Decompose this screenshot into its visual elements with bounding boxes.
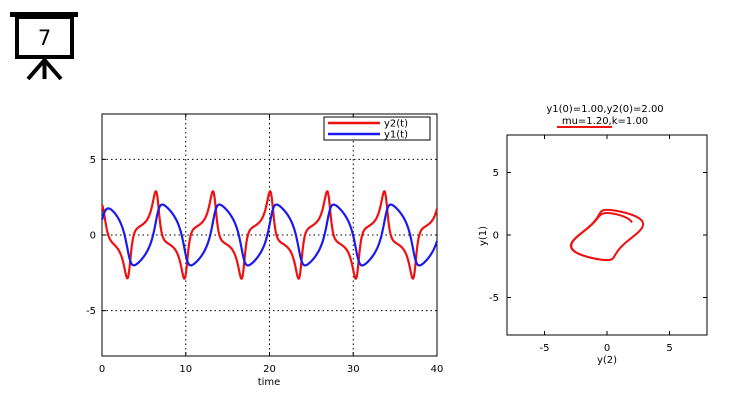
phase-xtick-label-5: 5 [666, 343, 672, 354]
phase-ytick-label-0: 0 [493, 231, 499, 242]
phase-xtick-label-0: 0 [604, 343, 610, 354]
phase-trajectory [569, 208, 645, 262]
ts-ytick-label-5: 5 [90, 155, 96, 166]
ts-xtick-label-30: 30 [347, 364, 360, 375]
phase-ytick-label-5: 5 [493, 168, 499, 179]
ts-ticks: 0 10 20 30 40 -5 0 5 [86, 114, 443, 375]
phase-subtitle: mu=1.20,k=1.00 [562, 116, 648, 127]
badge-number: 7 [38, 26, 51, 50]
ts-legend-box [323, 116, 431, 141]
ts-ytick-label--5: -5 [86, 306, 96, 317]
ts-x-axis-label: time [258, 377, 281, 388]
phase-series [569, 208, 645, 262]
ts-xtick-label-10: 10 [179, 364, 192, 375]
phase-title: y1(0)=1.00,y2(0)=2.00 [546, 104, 663, 115]
time-series-chart: 0 10 20 30 40 -5 0 5 y2(t) y1(t) time [86, 113, 443, 388]
series-line-y1 [100, 203, 439, 267]
presentation-board-icon: 7 [10, 12, 78, 81]
phase-plot-frame [506, 134, 708, 336]
phase-portrait-chart: y1(0)=1.00,y2(0)=2.00 mu=1.20,k=1.00 -5 0… [478, 104, 708, 366]
phase-x-axis-label: y(2) [597, 355, 617, 366]
phase-xtick-label--5: -5 [540, 343, 550, 354]
phase-y-axis-label: y(1) [478, 226, 489, 246]
legend-label-y1: y1(t) [384, 130, 408, 141]
ts-xtick-label-40: 40 [431, 364, 444, 375]
ts-legend: y2(t) y1(t) [323, 116, 431, 141]
ts-series [100, 190, 439, 280]
series-line-y2 [101, 190, 439, 280]
ts-xtick-label-0: 0 [99, 364, 105, 375]
legend-label-y2: y2(t) [384, 119, 408, 130]
ts-xtick-label-20: 20 [263, 364, 276, 375]
phase-ytick-label--5: -5 [489, 293, 499, 304]
phase-ticks: -5 0 5 -5 0 5 [489, 135, 707, 354]
ts-ytick-label-0: 0 [90, 231, 96, 242]
